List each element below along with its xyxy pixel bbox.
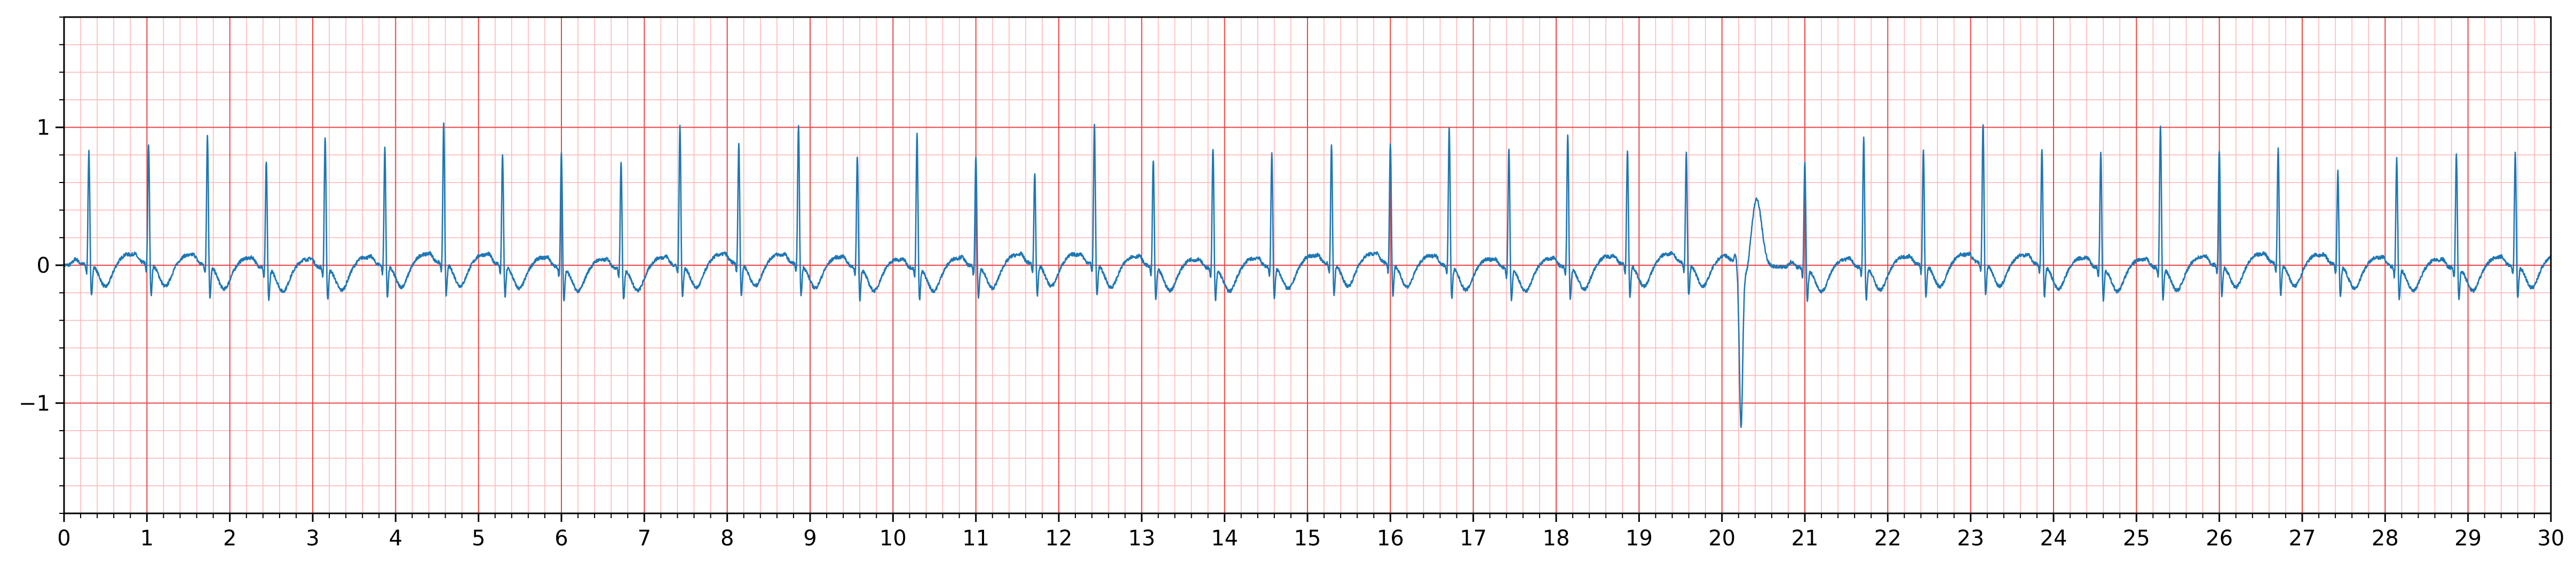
x-tick-label: 3 — [306, 526, 319, 551]
x-tick-label: 4 — [389, 526, 402, 551]
x-tick-label: 28 — [2372, 526, 2399, 551]
x-tick-label: 15 — [1294, 526, 1321, 551]
x-tick-label: 9 — [803, 526, 817, 551]
major-grid — [64, 17, 2551, 513]
x-tick-label: 13 — [1128, 526, 1155, 551]
y-tick-label: 1 — [37, 116, 50, 140]
x-tick-label: 21 — [1792, 526, 1819, 551]
x-axis: 0 1 2 3 4 5 6 7 8 9 10 11 12 13 14 15 16 17 18 19 20 21 22 23 24… — [57, 513, 2564, 551]
x-tick-label: 22 — [1874, 526, 1901, 551]
x-tick-label: 16 — [1377, 526, 1404, 551]
x-tick-label: 10 — [879, 526, 907, 551]
x-tick-label: 7 — [638, 526, 651, 551]
x-tick-label: 26 — [2206, 526, 2233, 551]
x-tick-label: 19 — [1626, 526, 1653, 551]
x-tick-label: 14 — [1211, 526, 1238, 551]
x-tick-label: 5 — [472, 526, 485, 551]
x-tick-label: 27 — [2289, 526, 2316, 551]
y-tick-label: 0 — [37, 253, 50, 278]
x-tick-label: 11 — [962, 526, 989, 551]
x-tick-label: 0 — [57, 526, 70, 551]
x-tick-label: 18 — [1543, 526, 1570, 551]
x-tick-label: 12 — [1045, 526, 1073, 551]
x-tick-label: 25 — [2123, 526, 2150, 551]
x-tick-label: 29 — [2454, 526, 2482, 551]
y-tick-label: −1 — [19, 391, 50, 416]
x-tick-label: 6 — [554, 526, 568, 551]
x-tick-label: 2 — [223, 526, 236, 551]
x-tick-label: 20 — [1708, 526, 1735, 551]
ecg-trace — [63, 122, 2551, 429]
x-tick-label: 30 — [2538, 526, 2565, 551]
y-axis: −1 0 1 — [19, 17, 64, 514]
x-tick-label: 24 — [2040, 526, 2067, 551]
x-tick-label: 23 — [1957, 526, 1984, 551]
x-tick-label: 8 — [720, 526, 734, 551]
x-tick-label: 1 — [140, 526, 154, 551]
x-tick-label: 17 — [1460, 526, 1487, 551]
